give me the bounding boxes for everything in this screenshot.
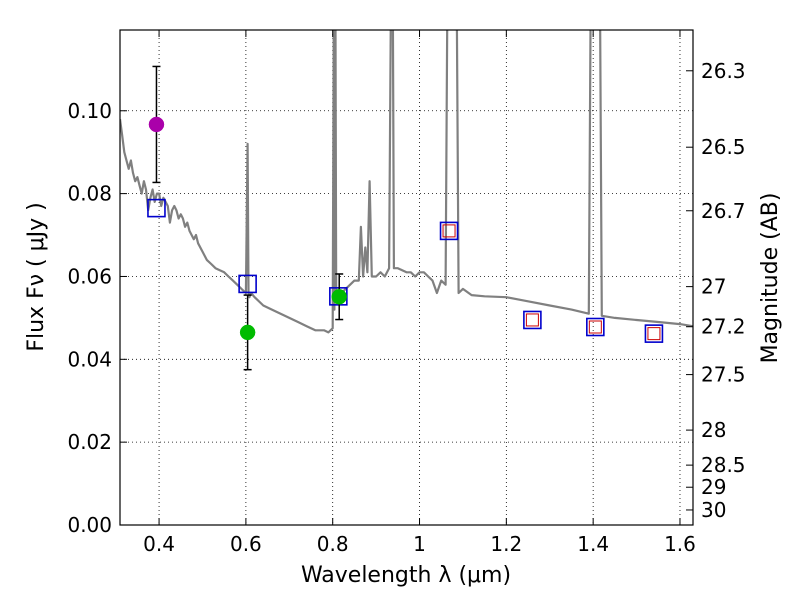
y-tick-label: 0.02 bbox=[67, 430, 112, 454]
grid bbox=[120, 30, 693, 526]
observed-purple bbox=[148, 116, 165, 133]
mag-tick-label: 27 bbox=[701, 275, 726, 299]
mag-tick-label: 28.5 bbox=[701, 453, 746, 477]
mag-tick-label: 26.7 bbox=[701, 199, 746, 223]
y-tick-label: 0.00 bbox=[67, 513, 112, 537]
mag-tick-label: 29 bbox=[701, 475, 726, 499]
model-square-blue bbox=[523, 310, 542, 330]
axes: 0.4 0.6 0.8 1 1.2 1.4 1.6 0.00 0.02 0.04 0.06 0.08 0… bbox=[67, 30, 746, 556]
mag-tick-label: 27.2 bbox=[701, 315, 746, 339]
y-tick-label: 0.06 bbox=[67, 264, 112, 288]
y-tick-label: 0.10 bbox=[67, 99, 112, 123]
y-tick-label: 0.04 bbox=[67, 347, 112, 371]
x-tick-label: 0.4 bbox=[143, 532, 175, 556]
y-axis-label-right: Magnitude (AB) bbox=[758, 193, 783, 364]
x-axis-label: Wavelength λ (μm) bbox=[301, 563, 511, 588]
y-axis-label-left: Flux Fν ( μJy ) bbox=[24, 202, 49, 351]
x-tick-label: 1.4 bbox=[577, 532, 609, 556]
mag-tick-label: 28 bbox=[701, 418, 726, 442]
plot-frame bbox=[119, 29, 694, 526]
x-tick-label: 0.6 bbox=[230, 532, 262, 556]
model-square-red bbox=[442, 224, 456, 238]
model-square-blue bbox=[586, 317, 605, 337]
mag-tick-label: 26.3 bbox=[701, 59, 746, 83]
model-square-red bbox=[525, 313, 539, 327]
x-tick-label: 0.8 bbox=[317, 532, 349, 556]
model-square-blue bbox=[644, 324, 664, 343]
x-tick-label: 1 bbox=[413, 532, 426, 556]
x-tick-label: 1.2 bbox=[490, 532, 522, 556]
model-square-red bbox=[647, 327, 661, 341]
model-square-blue bbox=[439, 221, 459, 241]
mag-tick-label: 30 bbox=[701, 498, 726, 522]
model-square-blue bbox=[238, 274, 257, 294]
sed-model-line bbox=[120, 30, 693, 334]
observed-green-1 bbox=[239, 324, 256, 341]
x-tick-label: 1.6 bbox=[664, 532, 696, 556]
mag-tick-label: 26.5 bbox=[701, 135, 746, 159]
model-square-red bbox=[588, 320, 602, 334]
plot-area bbox=[120, 30, 693, 371]
y-tick-label: 0.08 bbox=[67, 182, 112, 206]
observed-green-2 bbox=[331, 289, 347, 305]
model-square-blue bbox=[147, 198, 166, 218]
mag-tick-label: 27.5 bbox=[701, 363, 746, 387]
